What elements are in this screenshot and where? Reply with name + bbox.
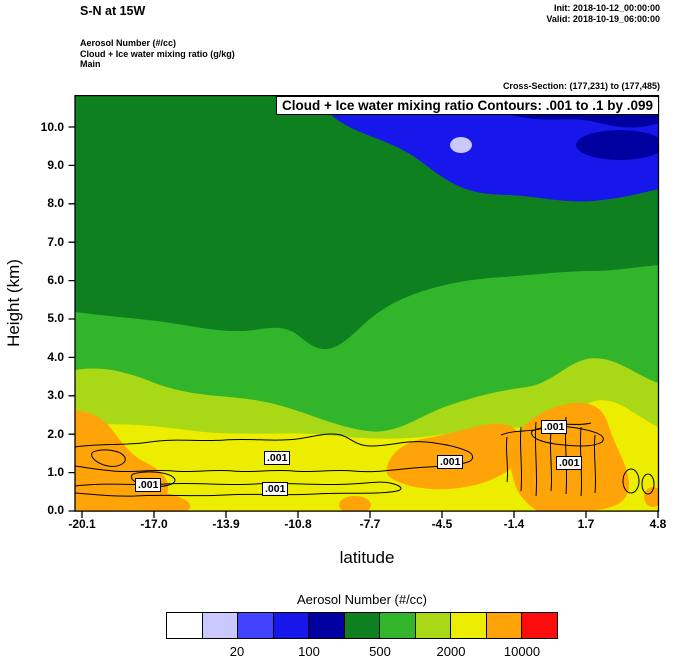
y-tick-label: 1.0 <box>47 465 64 479</box>
legend-cell <box>202 613 239 638</box>
cloud-contour-lines <box>75 416 655 497</box>
x-tick-label: 1.7 <box>577 517 595 531</box>
y-tick-label: 8.0 <box>47 196 64 210</box>
y-tick-label: 4.0 <box>47 350 64 364</box>
y-tick-label: 2.0 <box>47 427 64 441</box>
contour-value-label: .001 <box>541 420 568 434</box>
legend-cell <box>451 613 487 638</box>
run-times: Init: 2018-10-12_00:00:00 Valid: 2018-10… <box>546 3 660 25</box>
x-tick-label: 4.8 <box>649 517 667 531</box>
legend-cell <box>415 613 452 638</box>
y-tick-label: 6.0 <box>47 273 64 287</box>
field-cloudice-label: Cloud + Ice water mixing ratio (g/kg) <box>80 48 235 59</box>
contour-note: Cloud + Ice water mixing ratio Contours:… <box>276 96 659 115</box>
contour-value-label: .001 <box>437 455 464 469</box>
legend-cell <box>344 613 381 638</box>
legend-tick-label: 2000 <box>436 644 466 659</box>
legend-tick-label: 10000 <box>503 644 541 659</box>
x-axis-label: latitude <box>339 548 395 567</box>
legend-cell <box>273 613 310 638</box>
legend-cell <box>309 613 345 638</box>
contour-value-label: .001 <box>262 482 289 496</box>
legend-cell <box>522 613 558 638</box>
x-tick-label: -10.8 <box>284 517 312 531</box>
aerosol-filled-contours <box>75 95 659 511</box>
legend-tick-label: 20 <box>229 644 245 659</box>
y-tick-label: 10.0 <box>40 120 64 134</box>
legend-cell <box>486 613 523 638</box>
init-time: Init: 2018-10-12_00:00:00 <box>553 3 660 13</box>
legend-cell <box>167 613 203 638</box>
contour-value-label: .001 <box>135 478 162 492</box>
legend-cell <box>238 613 274 638</box>
y-tick-label: 7.0 <box>47 235 64 249</box>
field-aerosol-label: Aerosol Number (#/cc) <box>80 38 177 48</box>
legend-tick-label: 100 <box>298 644 320 659</box>
legend-colorbar <box>166 612 558 639</box>
x-tick-label: -7.7 <box>359 517 381 531</box>
axis-ticks <box>68 95 660 518</box>
y-tick-label: 5.0 <box>47 311 64 325</box>
page-title: S-N at 15W <box>80 4 146 18</box>
x-tick-label: -20.1 <box>68 517 96 531</box>
x-tick-label: -17.0 <box>140 517 168 531</box>
y-tick-label: 9.0 <box>47 158 64 172</box>
legend-tick-label: 500 <box>369 644 391 659</box>
contour-value-label: .001 <box>556 456 583 470</box>
valid-time: Valid: 2018-10-19_06:00:00 <box>546 14 660 24</box>
cross-section-coords: Cross-Section: (177,231) to (177,485) <box>502 81 660 91</box>
field-list: Aerosol Number (#/cc) Cloud + Ice water … <box>80 38 235 70</box>
x-tick-label: -4.5 <box>431 517 453 531</box>
contour-value-label: .001 <box>264 451 291 465</box>
y-tick-label: 0.0 <box>47 503 64 517</box>
x-tick-label: -1.4 <box>503 517 525 531</box>
legend-title: Aerosol Number (#/cc) <box>296 592 428 607</box>
x-tick-label: -13.9 <box>212 517 240 531</box>
y-axis-label: Height (km) <box>4 259 23 347</box>
field-domain-label: Main <box>80 59 101 69</box>
y-tick-label: 3.0 <box>47 388 64 402</box>
legend-cell <box>380 613 416 638</box>
